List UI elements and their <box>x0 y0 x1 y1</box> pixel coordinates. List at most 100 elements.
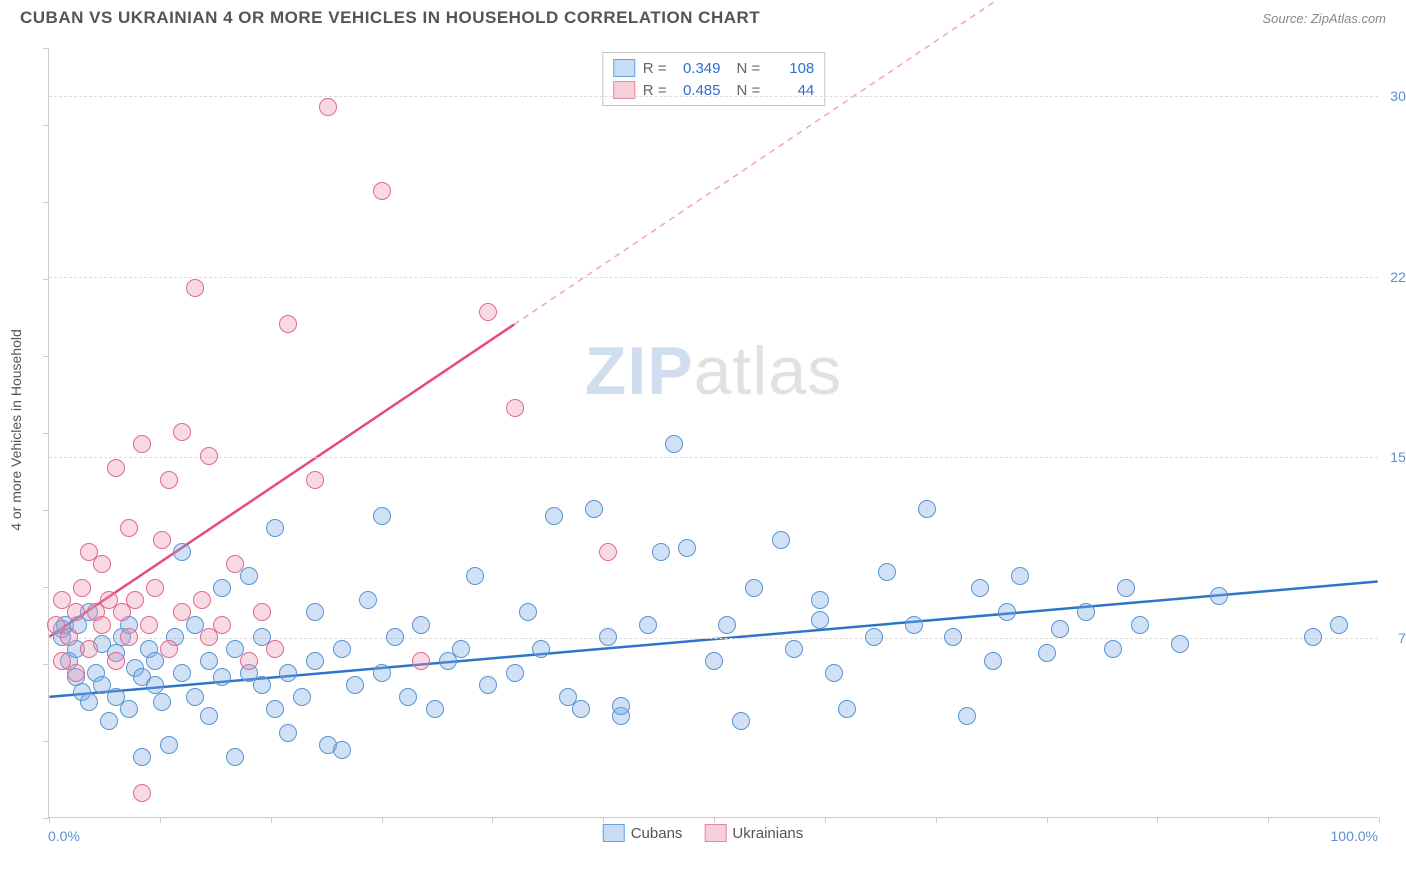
data-point <box>1171 635 1189 653</box>
data-point <box>984 652 1002 670</box>
data-point <box>1304 628 1322 646</box>
data-point <box>240 567 258 585</box>
data-point <box>226 748 244 766</box>
data-point <box>865 628 883 646</box>
data-point <box>373 182 391 200</box>
data-point <box>266 640 284 658</box>
data-point <box>1038 644 1056 662</box>
legend-series-label: Cubans <box>631 825 683 842</box>
legend-series-item: Ukrainians <box>704 824 803 842</box>
data-point <box>1117 579 1135 597</box>
data-point <box>193 591 211 609</box>
data-point <box>1051 620 1069 638</box>
gridline <box>49 96 1378 97</box>
data-point <box>140 616 158 634</box>
data-point <box>532 640 550 658</box>
data-point <box>825 664 843 682</box>
data-point <box>213 616 231 634</box>
x-tick <box>492 817 493 823</box>
data-point <box>585 500 603 518</box>
data-point <box>665 435 683 453</box>
legend-swatch <box>704 824 726 842</box>
data-point <box>93 555 111 573</box>
data-point <box>173 664 191 682</box>
x-tick <box>1157 817 1158 823</box>
data-point <box>386 628 404 646</box>
y-tick <box>43 202 49 203</box>
n-label: N = <box>737 60 761 77</box>
data-point <box>107 459 125 477</box>
data-point <box>878 563 896 581</box>
data-point <box>200 707 218 725</box>
x-axis-start-label: 0.0% <box>48 828 80 844</box>
data-point <box>126 591 144 609</box>
data-point <box>133 748 151 766</box>
data-point <box>253 603 271 621</box>
data-point <box>998 603 1016 621</box>
data-point <box>452 640 470 658</box>
data-point <box>599 628 617 646</box>
data-point <box>133 784 151 802</box>
data-point <box>146 579 164 597</box>
data-point <box>479 303 497 321</box>
data-point <box>612 697 630 715</box>
data-point <box>373 664 391 682</box>
data-point <box>333 741 351 759</box>
data-point <box>173 603 191 621</box>
plot-area: ZIPatlas R =0.349N =108R =0.485N =44 7.5… <box>48 48 1378 818</box>
data-point <box>160 640 178 658</box>
y-tick-label: 15.0% <box>1382 449 1406 465</box>
data-point <box>373 507 391 525</box>
data-point <box>466 567 484 585</box>
data-point <box>1131 616 1149 634</box>
data-point <box>293 688 311 706</box>
data-point <box>811 591 829 609</box>
y-tick <box>43 741 49 742</box>
data-point <box>426 700 444 718</box>
data-point <box>918 500 936 518</box>
r-value: 0.349 <box>675 60 721 77</box>
legend-series-label: Ukrainians <box>732 825 803 842</box>
data-point <box>253 676 271 694</box>
data-point <box>240 652 258 670</box>
data-point <box>67 664 85 682</box>
y-tick <box>43 433 49 434</box>
x-tick <box>1379 817 1380 823</box>
y-tick <box>43 48 49 49</box>
n-value: 108 <box>768 60 814 77</box>
x-tick <box>825 817 826 823</box>
data-point <box>153 531 171 549</box>
data-point <box>479 676 497 694</box>
data-point <box>279 724 297 742</box>
y-tick-label: 30.0% <box>1382 88 1406 104</box>
data-point <box>80 640 98 658</box>
data-point <box>1210 587 1228 605</box>
data-point <box>146 676 164 694</box>
data-point <box>412 616 430 634</box>
data-point <box>599 543 617 561</box>
data-point <box>306 471 324 489</box>
y-tick <box>43 510 49 511</box>
x-tick <box>49 817 50 823</box>
legend-series-item: Cubans <box>603 824 683 842</box>
x-axis-end-label: 100.0% <box>1331 828 1378 844</box>
data-point <box>359 591 377 609</box>
y-tick <box>43 356 49 357</box>
data-point <box>958 707 976 725</box>
legend-swatch <box>603 824 625 842</box>
data-point <box>279 664 297 682</box>
data-point <box>745 579 763 597</box>
data-point <box>545 507 563 525</box>
data-point <box>133 435 151 453</box>
x-tick <box>382 817 383 823</box>
data-point <box>718 616 736 634</box>
x-tick <box>1268 817 1269 823</box>
data-point <box>1104 640 1122 658</box>
x-tick <box>603 817 604 823</box>
data-point <box>519 603 537 621</box>
x-tick <box>1047 817 1048 823</box>
data-point <box>905 616 923 634</box>
data-point <box>333 640 351 658</box>
data-point <box>153 693 171 711</box>
legend-series: Cubans Ukrainians <box>603 824 804 842</box>
